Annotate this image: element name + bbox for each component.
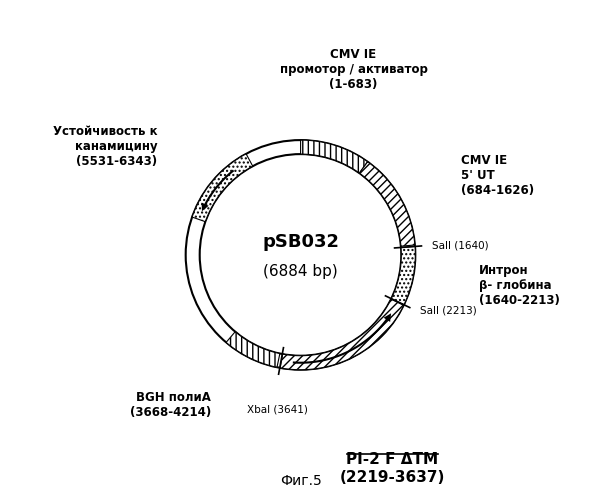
- Text: CMV IE
промотор / активатор
(1-683): CMV IE промотор / активатор (1-683): [279, 48, 427, 90]
- Text: SalI (2213): SalI (2213): [420, 306, 477, 316]
- Text: pSB032: pSB032: [262, 233, 339, 251]
- Polygon shape: [192, 154, 253, 222]
- Text: PI-2 F ΔTM
(2219-3637): PI-2 F ΔTM (2219-3637): [340, 452, 445, 485]
- Polygon shape: [226, 332, 280, 368]
- Text: BGH полиA
(3668-4214): BGH полиA (3668-4214): [130, 391, 211, 419]
- Circle shape: [186, 140, 415, 370]
- Polygon shape: [300, 140, 368, 173]
- Text: CMV IE
5' UT
(684-1626): CMV IE 5' UT (684-1626): [460, 154, 534, 196]
- Text: SalI (1640): SalI (1640): [432, 240, 489, 250]
- Polygon shape: [359, 162, 415, 246]
- Text: Устойчивость к
канамицину
(5531-6343): Устойчивость к канамицину (5531-6343): [53, 125, 157, 168]
- Text: Фиг.5: Фиг.5: [279, 474, 322, 488]
- Text: Интрон
β- глобина
(1640-2213): Интрон β- глобина (1640-2213): [479, 264, 560, 306]
- Text: (6884 bp): (6884 bp): [263, 264, 338, 278]
- Polygon shape: [391, 246, 415, 305]
- Text: XbaI (3641): XbaI (3641): [247, 404, 308, 414]
- Polygon shape: [280, 299, 404, 370]
